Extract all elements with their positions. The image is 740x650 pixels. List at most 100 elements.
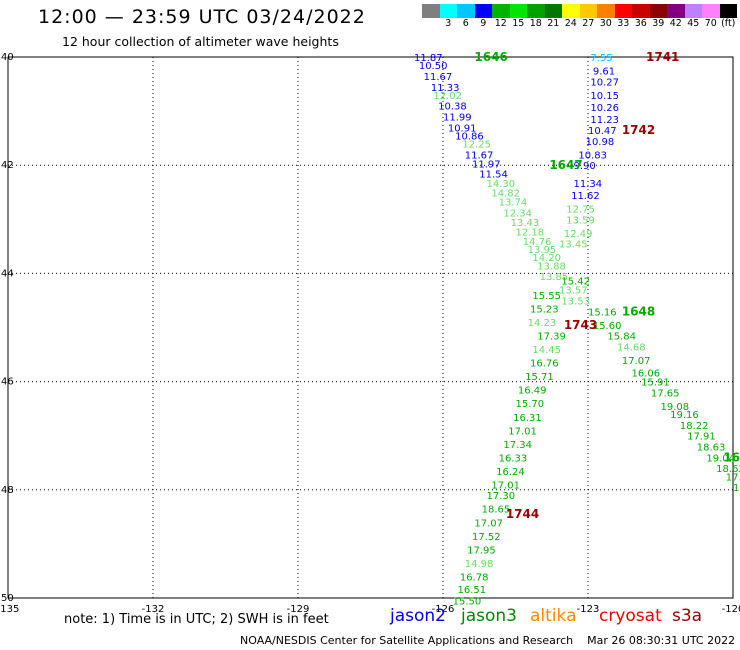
wave-height-reading: 10.38 <box>438 102 467 113</box>
scale-step: 39 <box>649 4 667 30</box>
wave-height-reading: 10.47 <box>588 126 617 137</box>
wave-height-reading: 17.39 <box>537 332 566 343</box>
wave-height-reading: 11.33 <box>431 83 460 94</box>
wave-height-reading: 16.51 <box>458 585 487 596</box>
wave-height-reading: 11.99 <box>443 113 472 124</box>
scale-label: 27 <box>582 18 595 29</box>
scale-swatch <box>474 4 492 18</box>
scale-swatch <box>597 4 615 18</box>
wave-height-reading: 19.16 <box>670 410 699 421</box>
wave-height-reading: 11.23 <box>590 115 619 126</box>
wave-height-reading: 19.08 <box>661 402 690 413</box>
wave-height-reading: 15.16 <box>588 307 617 318</box>
pass-time-label: 1648 <box>622 304 655 318</box>
wave-height-reading: 10.98 <box>586 137 615 148</box>
wave-height-reading: 15.42 <box>561 276 590 287</box>
wave-height-reading: 9.90 <box>574 161 596 172</box>
scale-label: 18 <box>529 18 542 29</box>
satellite-jason3: jason3 <box>461 606 517 626</box>
wave-height-reading: 14.82 <box>491 188 520 199</box>
scale-swatch <box>527 4 545 18</box>
x-tick-label: -129 <box>287 604 310 615</box>
wave-height-reading: 15.84 <box>607 332 636 343</box>
x-tick-label: -126 <box>432 604 455 615</box>
scale-label: 6 <box>462 18 469 29</box>
wave-height-reading: 11.62 <box>571 191 600 202</box>
wave-height-reading: 17.01 <box>508 426 537 437</box>
scale-label: 3 <box>445 18 452 29</box>
scale-swatch <box>614 4 632 18</box>
wave-height-reading: 11.67 <box>424 72 453 83</box>
scale-label: 36 <box>634 18 647 29</box>
scale-swatch <box>684 4 702 18</box>
wave-height-reading: 17.91 <box>687 432 716 443</box>
wave-height-reading: 17.65 <box>651 388 680 399</box>
wave-height-reading: 16.49 <box>518 386 547 397</box>
wave-height-reading: 10.27 <box>590 77 619 88</box>
scale-step: 9 <box>474 4 492 30</box>
wave-height-reading: 14.23 <box>528 318 557 329</box>
wave-height-reading: 18.14 <box>733 483 740 494</box>
wave-height-reading: 12.34 <box>503 208 532 219</box>
x-tick-label: -123 <box>577 604 600 615</box>
wave-height-reading: 12.25 <box>462 140 491 151</box>
map-frame <box>7 56 734 599</box>
y-tick-label: 44 <box>1 268 14 279</box>
scale-label: 39 <box>652 18 665 29</box>
y-tick-label: 40 <box>1 52 14 63</box>
wave-height-reading: 10.26 <box>590 103 619 114</box>
scale-swatch <box>422 4 440 18</box>
wave-height-reading: 7.55 <box>590 53 612 64</box>
scale-swatch <box>632 4 650 18</box>
scale-step: 27 <box>579 4 597 30</box>
wave-height-reading: 14.98 <box>465 559 494 570</box>
satellite-s3a: s3a <box>672 606 703 626</box>
scale-step: 45 <box>684 4 702 30</box>
wave-height-reading: 14.68 <box>617 342 646 353</box>
wave-height-reading: 13.45 <box>559 240 588 251</box>
wave-height-reading: 10.50 <box>419 61 448 72</box>
wave-height-reading: 17.30 <box>487 491 516 502</box>
scale-swatch <box>544 4 562 18</box>
scale-swatch <box>702 4 720 18</box>
scale-swatch <box>719 4 737 18</box>
scale-label: 42 <box>669 18 682 29</box>
wave-height-reading: 13.95 <box>528 245 557 256</box>
wave-height-reading: 9.61 <box>593 67 615 78</box>
wave-height-reading: 12.49 <box>564 229 593 240</box>
pass-time-label: 16 <box>723 450 740 464</box>
wave-height-reading: 18.65 <box>482 505 511 516</box>
scale-swatch <box>649 4 667 18</box>
satellite-jason2: jason2 <box>390 606 446 626</box>
wave-height-reading: 11.87 <box>414 53 443 64</box>
wave-height-reading: 11.34 <box>574 179 603 190</box>
wave-height-reading: 18.22 <box>680 421 709 432</box>
scale-label: 9 <box>480 18 487 29</box>
scale-label: 15 <box>512 18 525 29</box>
scale-swatch <box>667 4 685 18</box>
wave-height-reading: 13.53 <box>561 296 590 307</box>
page-subtitle: 12 hour collection of altimeter wave hei… <box>62 34 339 49</box>
wave-height-reading: 14.30 <box>487 179 516 190</box>
wave-height-reading: 15.60 <box>593 321 622 332</box>
wave-height-reading: 16.33 <box>499 453 528 464</box>
scale-step: 3 <box>439 4 457 30</box>
scale-swatch <box>579 4 597 18</box>
scale-label: 21 <box>547 18 560 29</box>
wave-height-reading: 14.76 <box>523 237 552 248</box>
wave-height-reading: 15.91 <box>641 378 670 389</box>
scale-step: (ft) <box>719 4 737 30</box>
scale-step <box>422 4 440 30</box>
satellite-altika: altika <box>530 606 577 626</box>
y-tick-label: 42 <box>1 160 14 171</box>
scale-step: 36 <box>632 4 650 30</box>
wave-height-reading: 18.63 <box>697 443 726 454</box>
scale-swatch <box>562 4 580 18</box>
scale-step: 24 <box>562 4 580 30</box>
wave-height-reading: 15.55 <box>532 291 561 302</box>
wave-height-reading: 12.02 <box>433 91 462 102</box>
wave-height-reading: 13.59 <box>566 215 595 226</box>
wave-height-reading: 16.06 <box>632 368 661 379</box>
wave-height-reading: 17.34 <box>503 440 532 451</box>
wave-height-reading: 15.23 <box>530 305 559 316</box>
